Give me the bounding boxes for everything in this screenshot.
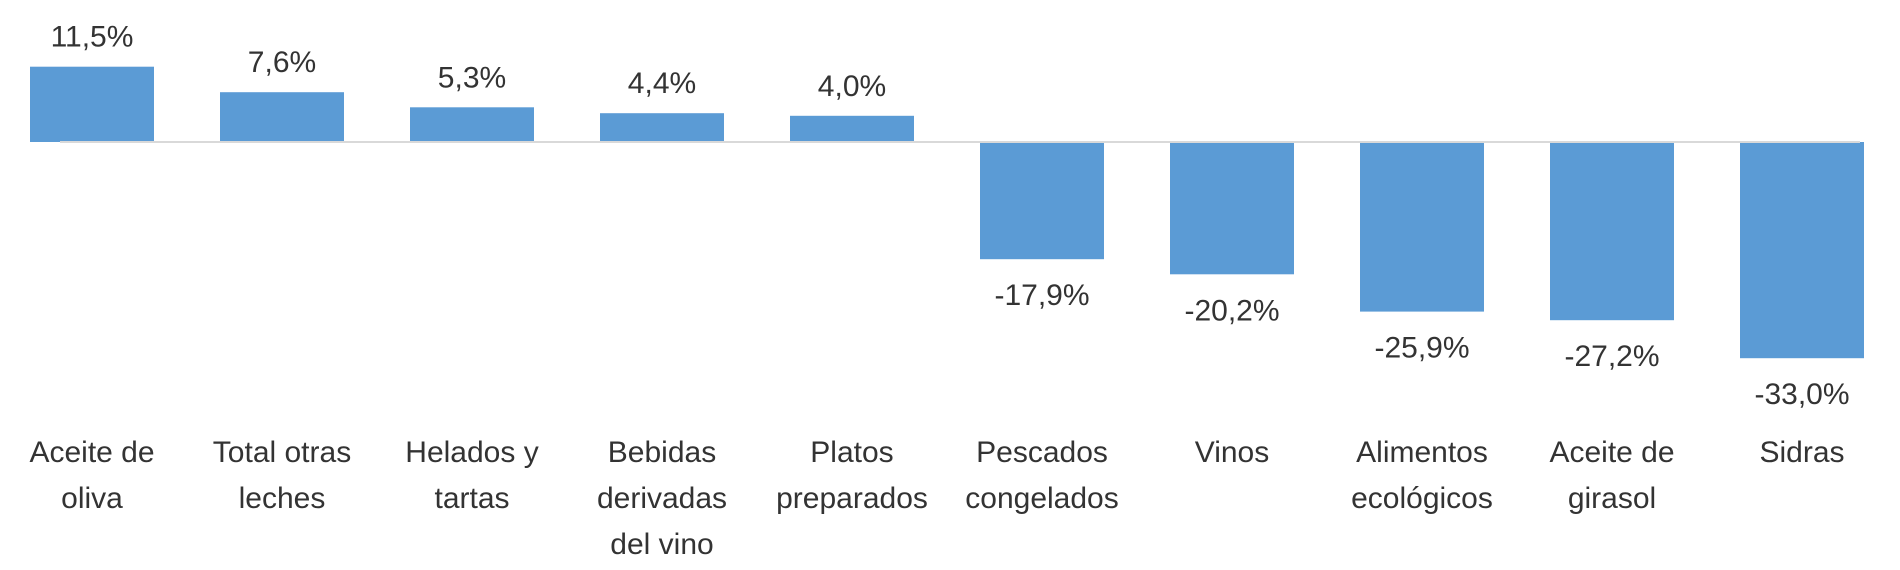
- category-label-line: del vino: [610, 528, 713, 561]
- data-label-3: 4,4%: [628, 67, 696, 100]
- category-label-line: Pescados: [976, 436, 1108, 469]
- category-label-line: Sidras: [1759, 436, 1844, 469]
- data-label-7: -25,9%: [1374, 332, 1469, 365]
- category-label-line: Platos: [810, 436, 893, 469]
- bar-2: [410, 107, 534, 142]
- bar-6: [1170, 142, 1294, 275]
- category-label-line: leches: [239, 482, 326, 515]
- data-label-4: 4,0%: [818, 70, 886, 103]
- bar-9: [1740, 142, 1864, 359]
- bar-5: [980, 142, 1104, 260]
- category-label-4: Platos preparados: [776, 436, 928, 515]
- category-label-line: Bebidas: [608, 436, 716, 469]
- category-labels-layer: Aceite de oliva Total otras leches Helados y…: [29, 436, 1844, 561]
- data-label-0: 11,5%: [51, 21, 134, 54]
- bar-7: [1360, 142, 1484, 312]
- bar-8: [1550, 142, 1674, 321]
- bar-0: [30, 66, 154, 142]
- category-label-line: Aceite de: [29, 436, 154, 469]
- category-label-8: Aceite de girasol: [1549, 436, 1674, 515]
- data-label-1: 7,6%: [248, 46, 316, 79]
- category-label-6: Vinos: [1195, 436, 1270, 469]
- bar-4: [790, 115, 914, 142]
- category-label-3: Bebidas derivadas del vino: [597, 436, 727, 561]
- data-label-2: 5,3%: [438, 61, 506, 94]
- category-label-0: Aceite de oliva: [29, 436, 154, 515]
- category-label-line: Total otras: [213, 436, 351, 469]
- category-label-line: derivadas: [597, 482, 727, 515]
- category-label-1: Total otras leches: [213, 436, 351, 515]
- category-label-line: tartas: [434, 482, 509, 515]
- bar-3: [600, 113, 724, 142]
- data-label-8: -27,2%: [1564, 340, 1659, 373]
- category-label-line: oliva: [61, 482, 123, 515]
- category-label-line: preparados: [776, 482, 928, 515]
- category-label-9: Sidras: [1759, 436, 1844, 469]
- category-label-line: girasol: [1568, 482, 1656, 515]
- value-labels-layer: 11,5% 7,6% 5,3% 4,4% 4,0% -17,9% -20,2% -25,9% -…: [51, 21, 1850, 411]
- category-label-line: Aceite de: [1549, 436, 1674, 469]
- category-label-line: ecológicos: [1351, 482, 1493, 515]
- category-label-2: Helados y tartas: [405, 436, 538, 515]
- category-label-line: Vinos: [1195, 436, 1270, 469]
- category-label-line: Alimentos: [1356, 436, 1488, 469]
- category-label-line: Helados y: [405, 436, 538, 469]
- bars-layer: [30, 66, 1864, 359]
- data-label-5: -17,9%: [994, 279, 1089, 312]
- data-label-9: -33,0%: [1754, 378, 1849, 411]
- category-label-line: congelados: [965, 482, 1118, 515]
- category-label-7: Alimentos ecológicos: [1351, 436, 1493, 515]
- bar-1: [220, 92, 344, 142]
- data-label-6: -20,2%: [1184, 294, 1279, 327]
- category-label-5: Pescados congelados: [965, 436, 1118, 515]
